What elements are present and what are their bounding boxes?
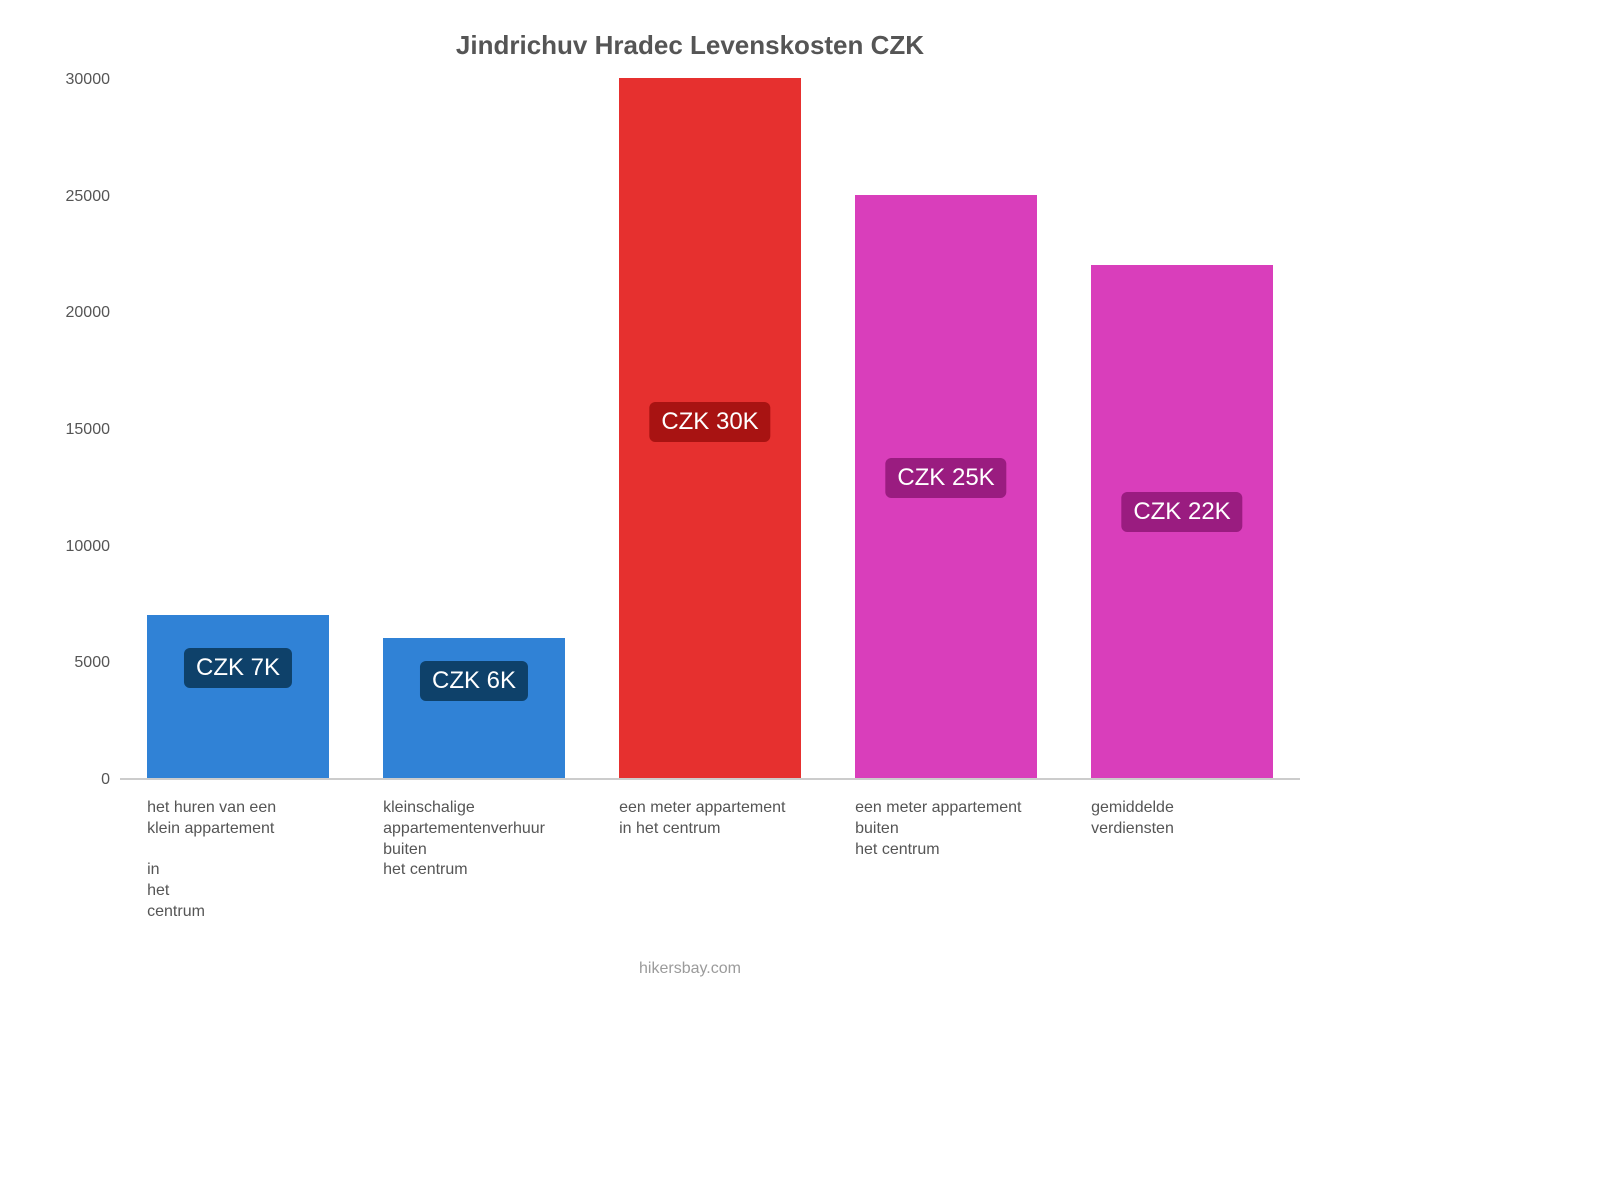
x-category-label: kleinschalige appartementenverhuur buite…: [383, 798, 545, 881]
y-tick-label: 5000: [60, 654, 110, 672]
x-category-label: een meter appartement buiten het centrum: [855, 798, 1021, 860]
attribution-text: hikersbay.com: [50, 960, 1330, 978]
bar: [147, 615, 329, 778]
bar-value-label: CZK 25K: [885, 458, 1006, 498]
bar-value-label: CZK 6K: [420, 661, 528, 701]
y-tick-label: 25000: [60, 188, 110, 206]
y-tick-label: 20000: [60, 304, 110, 322]
bar-value-label: CZK 22K: [1121, 492, 1242, 532]
y-tick-label: 15000: [60, 421, 110, 439]
y-tick-label: 30000: [60, 71, 110, 89]
bar: [383, 638, 565, 778]
y-tick-label: 10000: [60, 538, 110, 556]
chart-container: Jindrichuv Hradec Levenskosten CZK 05000…: [50, 20, 1330, 980]
bar-value-label: CZK 30K: [649, 402, 770, 442]
x-category-label: het huren van een klein appartement in h…: [147, 798, 276, 923]
y-tick-label: 0: [60, 771, 110, 789]
bar-value-label: CZK 7K: [184, 648, 292, 688]
x-category-label: gemiddelde verdiensten: [1091, 798, 1174, 840]
chart-title: Jindrichuv Hradec Levenskosten CZK: [50, 30, 1330, 61]
plot-area: 050001000015000200002500030000CZK 7KCZK …: [120, 80, 1300, 780]
x-category-label: een meter appartement in het centrum: [619, 798, 785, 840]
